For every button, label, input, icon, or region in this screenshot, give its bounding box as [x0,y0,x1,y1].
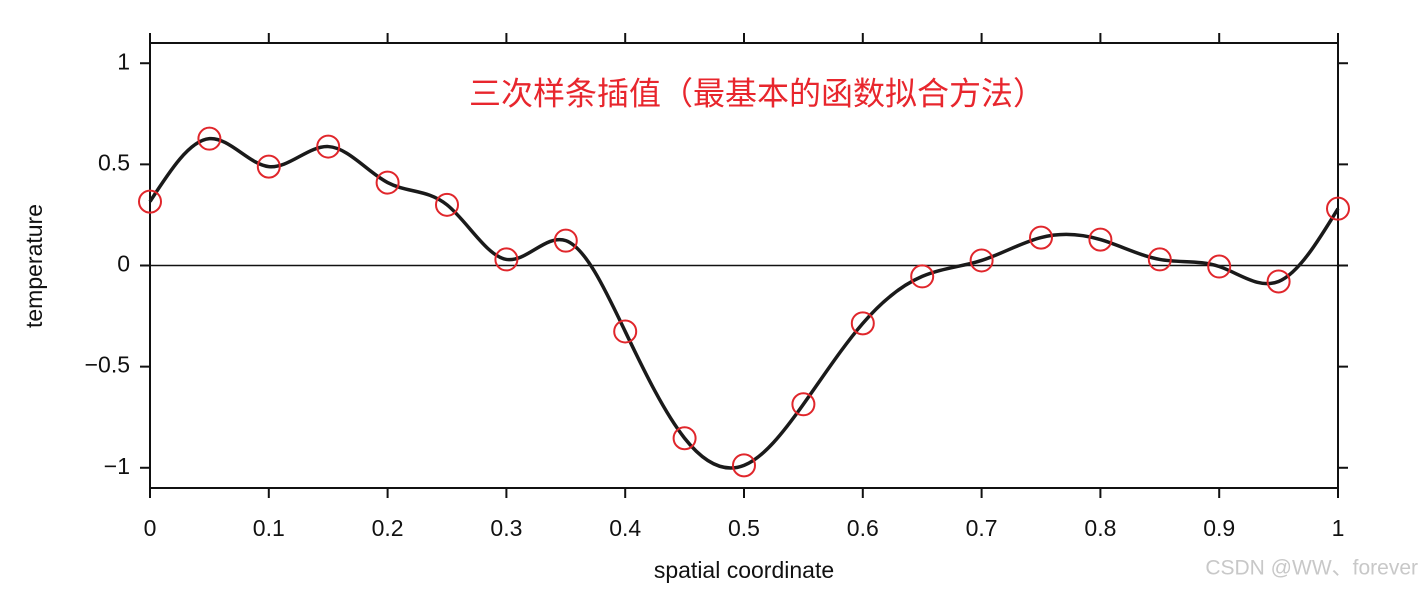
x-tick-label: 0.9 [1203,515,1235,541]
data-point [256,154,281,179]
x-tick-label: 0.3 [490,515,522,541]
y-axis-label: temperature [21,204,47,328]
data-point [197,126,222,151]
x-tick-label: 0.5 [728,515,760,541]
x-tick-label: 0.7 [966,515,998,541]
data-point [435,192,459,217]
data-point [1029,225,1053,250]
data-point [910,264,935,289]
x-tick-label: 0.4 [609,515,641,541]
y-tick-label: 1 [117,48,130,74]
x-tick-label: 0.1 [253,515,285,541]
data-point [494,247,519,272]
data-point [969,248,994,273]
data-point [1326,196,1350,221]
data-point [732,453,756,478]
data-point [1207,254,1232,279]
y-tick-label: 0 [117,251,130,277]
y-tick-label: −1 [104,453,130,479]
data-point [672,426,697,451]
x-tick-label: 0.6 [847,515,879,541]
data-point [1266,269,1291,294]
data-point [138,189,162,214]
data-point [613,319,638,344]
data-point [850,311,875,336]
data-point [1088,227,1113,252]
data-point [316,134,341,159]
spline-curve [148,136,1340,470]
data-point [553,228,578,253]
x-tick-label: 0 [144,515,157,541]
data-point [375,170,400,195]
watermark: CSDN @WW、forever [1205,557,1418,580]
chart-title: 三次样条插值（最基本的函数拟合方法） [469,75,1045,111]
x-tick-label: 0.8 [1084,515,1116,541]
data-point [1147,247,1172,272]
data-point [791,392,816,417]
y-tick-label: 0.5 [98,149,130,175]
x-tick-label: 1 [1332,515,1345,541]
y-tick-label: −0.5 [85,352,130,378]
x-axis-label: spatial coordinate [654,557,834,583]
x-tick-label: 0.2 [372,515,404,541]
